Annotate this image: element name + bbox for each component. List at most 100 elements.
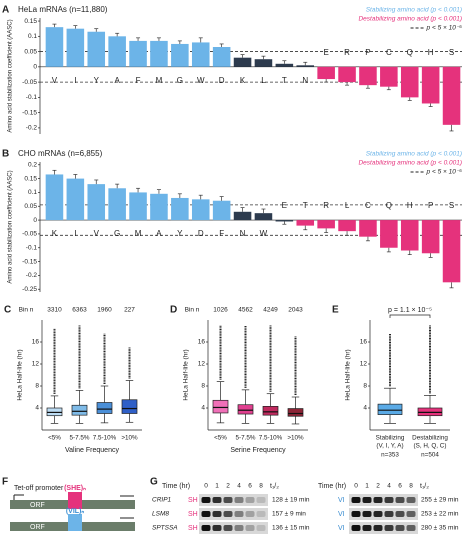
bar	[171, 197, 189, 221]
category-label: C	[386, 48, 392, 57]
panel-label: E	[332, 305, 339, 316]
bin-header: Bin n	[185, 307, 200, 314]
y-tick-label: 4	[201, 405, 205, 412]
bar	[275, 63, 294, 67]
insert-label: (SHE)ₙ	[64, 485, 86, 492]
bar	[275, 220, 294, 222]
band	[201, 525, 211, 531]
bar	[212, 200, 231, 221]
band	[373, 511, 383, 517]
bar	[317, 66, 335, 80]
category-label: W	[260, 229, 268, 238]
category-label: E	[323, 48, 328, 57]
gene-name: SPTSSA	[152, 525, 178, 532]
band	[406, 511, 416, 517]
category-label: S	[449, 48, 454, 57]
bin-count: 3310	[47, 307, 62, 314]
half-life: 128 ± 19 min	[272, 497, 310, 504]
bar	[45, 27, 64, 67]
category-label: Y	[177, 229, 183, 238]
x-tick-label: 7.5-10%	[259, 435, 283, 442]
bar	[191, 42, 210, 67]
panel-label: F	[2, 477, 8, 488]
bar	[108, 188, 126, 221]
bar	[296, 65, 315, 67]
bar	[45, 174, 64, 221]
category-label: E	[282, 201, 287, 210]
bar	[171, 43, 189, 67]
category-label: P	[428, 201, 433, 210]
bar	[191, 199, 210, 221]
band	[245, 525, 255, 531]
legend-label: p < 5 × 10⁻⁵	[426, 169, 463, 176]
bar	[254, 213, 273, 221]
band	[234, 511, 244, 517]
band	[351, 525, 361, 531]
y-tick-label: 0.15	[24, 18, 37, 25]
box	[121, 399, 138, 414]
x-tick-label: 7.5-10%	[93, 435, 117, 442]
y-tick-label: 12	[360, 361, 368, 368]
promoter-label: Tet-off promoter	[14, 485, 64, 492]
y-tick-label: -0.25	[22, 286, 37, 293]
category-label: C	[365, 201, 371, 210]
x-tick-label: <5%	[214, 435, 227, 442]
y-tick-label: -0.2	[26, 272, 38, 279]
category-label: H	[428, 48, 434, 57]
category-label: D	[219, 76, 225, 85]
half-life: 253 ± 22 min	[421, 511, 459, 518]
construct-tag: VI	[338, 511, 345, 518]
y-tick-label: -0.15	[22, 109, 37, 116]
band	[201, 497, 211, 503]
y-axis-label: HeLa Half-life (hr)	[345, 349, 352, 400]
y-tick-label: 12	[32, 361, 40, 368]
construct-tag: SH	[188, 525, 198, 532]
band	[234, 497, 244, 503]
bar	[338, 220, 356, 232]
band	[373, 497, 383, 503]
y-axis-label: HeLa Half-life (hr)	[17, 349, 24, 400]
construct-tag: VI	[338, 497, 345, 504]
orf-label: ORF	[30, 524, 45, 531]
bar	[359, 66, 377, 86]
band	[406, 497, 416, 503]
bar	[442, 66, 461, 125]
band	[256, 525, 266, 531]
band	[223, 511, 233, 517]
category-label: A	[114, 76, 120, 85]
y-tick-label: -0.2	[26, 125, 38, 132]
bar	[66, 28, 85, 67]
bin-count: 4249	[263, 307, 278, 314]
y-tick-label: 16	[198, 339, 206, 346]
box	[71, 404, 88, 416]
y-axis-label: HeLa Half-life (hr)	[183, 349, 190, 400]
y-tick-label: 0.05	[24, 48, 37, 55]
x-tick-label: 5-7.5%	[236, 435, 256, 442]
band	[395, 497, 405, 503]
category-label: G	[177, 76, 183, 85]
bar	[87, 31, 106, 67]
half-life-header: t₁/₂	[270, 483, 279, 490]
band	[245, 497, 255, 503]
bar	[400, 220, 419, 251]
time-point: 6	[398, 483, 402, 490]
half-life: 255 ± 29 min	[421, 497, 459, 504]
legend-label: Destabilizing amino acid (p < 0.001)	[358, 160, 462, 167]
band	[256, 497, 266, 503]
bin-count: 6363	[72, 307, 87, 314]
legend-label: p < 5 × 10⁻⁵	[426, 25, 463, 32]
bin-count: 227	[124, 307, 135, 314]
bar	[317, 220, 335, 229]
category-label: A	[156, 229, 162, 238]
category-label: S	[449, 201, 454, 210]
category-detail: (V, I, Y, A)	[376, 443, 403, 450]
time-label: Time (hr)	[162, 483, 190, 490]
panel-label: B	[2, 149, 9, 160]
category-label: Q	[407, 48, 413, 57]
legend-label: Destabilizing amino acid (p < 0.001)	[358, 16, 462, 23]
band	[362, 525, 372, 531]
x-axis-label: Valine Frequency	[65, 447, 119, 454]
category-label: M	[156, 76, 163, 85]
time-point: 4	[237, 483, 241, 490]
